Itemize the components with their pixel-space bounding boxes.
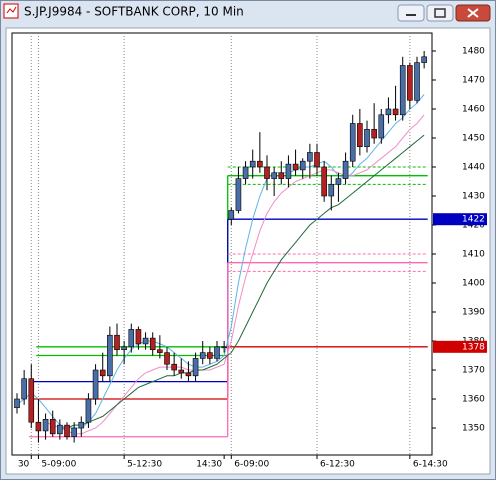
y-tick-label: 1430	[462, 191, 485, 201]
candle-body	[21, 378, 27, 400]
candle-body	[292, 163, 299, 171]
candle-body	[135, 329, 142, 345]
candle-body	[164, 352, 170, 365]
candle-body	[407, 65, 413, 101]
candle-body	[14, 398, 20, 409]
plot-area	[11, 32, 433, 456]
candle-body	[149, 337, 156, 351]
candle-body	[107, 334, 113, 377]
x-tick-label: 30	[18, 460, 30, 470]
candle-body	[42, 419, 49, 432]
candle-body	[242, 166, 249, 179]
candle-body	[285, 163, 292, 179]
price-tag	[433, 340, 487, 353]
candle-body	[57, 424, 63, 435]
candle-body	[178, 369, 185, 374]
candle-body	[249, 160, 256, 168]
y-tick-label: 1460	[462, 104, 485, 114]
candle-body	[414, 62, 420, 101]
candle-body	[385, 108, 392, 116]
price-tag-label: 1422	[462, 215, 485, 225]
candle-body	[114, 334, 120, 351]
candle-body	[378, 114, 385, 139]
candle-body	[321, 166, 327, 197]
y-tick-label: 1410	[462, 250, 485, 260]
x-tick-label: 5-09:00	[41, 460, 76, 470]
candle-body	[157, 349, 163, 353]
y-tick-label: 1450	[462, 133, 485, 143]
minimize-button[interactable]	[397, 4, 425, 22]
candle-body	[257, 160, 263, 168]
candle-body	[342, 160, 349, 179]
candle-body	[28, 378, 35, 423]
candle-body	[85, 398, 92, 423]
candle-body	[142, 337, 149, 345]
x-tick-label: 6-12:30	[320, 460, 355, 470]
candle-body	[128, 329, 135, 348]
average-line	[16, 94, 425, 429]
candle-body	[307, 152, 313, 162]
candle-body	[121, 346, 127, 351]
average-line	[45, 114, 425, 435]
close-glyph	[467, 8, 479, 18]
maximize-glyph	[434, 8, 446, 18]
candle-body	[235, 178, 242, 211]
average-line	[59, 134, 425, 429]
candle-body	[392, 108, 399, 116]
candle-body	[199, 352, 206, 359]
candle-body	[228, 210, 235, 220]
y-tick-label: 1420	[462, 221, 485, 231]
candle-body	[35, 421, 42, 432]
y-tick-label: 1480	[462, 46, 485, 56]
window-buttons	[397, 4, 491, 22]
candle-body	[357, 123, 363, 147]
y-tick-label: 1390	[462, 308, 485, 318]
candle-body	[299, 160, 306, 171]
x-tick-label: 6-14:30	[413, 460, 448, 470]
candle-body	[214, 346, 220, 359]
candle-body	[399, 65, 406, 116]
candle-body	[314, 152, 320, 168]
candle-body	[207, 352, 213, 359]
y-tick-label: 1350	[462, 424, 485, 434]
candle-body	[328, 184, 335, 197]
candle-body	[271, 172, 277, 179]
candle-body	[185, 372, 192, 377]
candle-body	[371, 128, 377, 139]
y-tick-label: 1400	[462, 279, 485, 289]
price-tag-label: 1378	[462, 342, 485, 352]
price-tag	[433, 213, 487, 226]
window-icon	[3, 3, 19, 19]
candle-body	[264, 166, 270, 179]
x-tick-label: 6-09:00	[234, 460, 269, 470]
y-tick-label: 1370	[462, 366, 485, 376]
x-tick-label: 5-12:30	[127, 460, 162, 470]
y-tick-label: 1440	[462, 162, 485, 172]
candle-body	[71, 427, 77, 438]
candle-body	[335, 178, 342, 185]
window-title: S.JP.J9984 - SOFTBANK CORP, 10 Min	[24, 5, 244, 19]
candle-body	[221, 346, 227, 349]
candle-body	[192, 358, 199, 377]
y-tick-label: 1470	[462, 75, 485, 85]
candle-body	[78, 421, 85, 429]
candle-body	[64, 424, 70, 438]
candle-body	[278, 172, 285, 179]
candle-body	[349, 123, 356, 162]
candle-body	[421, 56, 427, 63]
y-tick-label: 1360	[462, 395, 485, 405]
candle-body	[92, 369, 99, 400]
x-tick-label: 14:30	[196, 460, 222, 470]
window-icon-glyph	[6, 6, 17, 14]
candle-body	[171, 363, 177, 371]
candle-body	[99, 369, 106, 377]
candle-body	[364, 128, 370, 147]
maximize-button[interactable]	[426, 4, 454, 22]
candle-body	[49, 419, 56, 435]
